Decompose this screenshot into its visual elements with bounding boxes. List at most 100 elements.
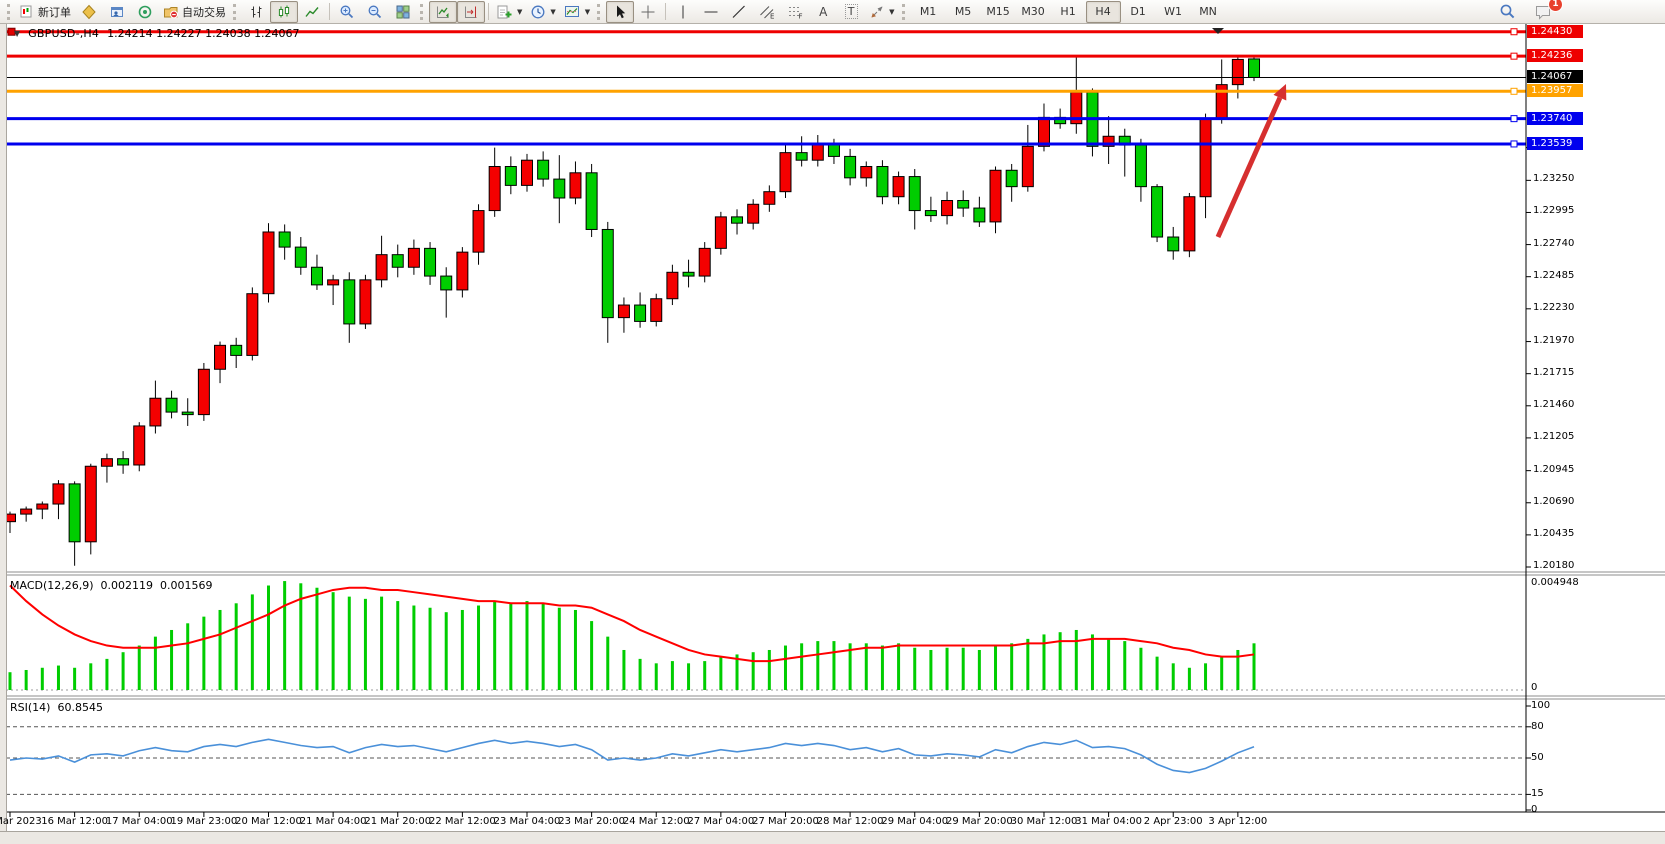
search-button[interactable] bbox=[1493, 1, 1521, 23]
macd-bar bbox=[929, 649, 933, 690]
candle-up bbox=[1231, 58, 1244, 86]
auto-scroll-icon bbox=[435, 4, 451, 20]
timeframe-m1-button[interactable]: M1 bbox=[911, 1, 946, 23]
toolbar-grip[interactable] bbox=[7, 3, 13, 20]
market-watch-button[interactable] bbox=[75, 1, 103, 23]
macd-bar bbox=[1058, 632, 1062, 690]
candle-down bbox=[1005, 169, 1018, 188]
timeframe-mn-button[interactable]: MN bbox=[1191, 1, 1226, 23]
notifications-button[interactable]: 1 bbox=[1529, 0, 1563, 23]
line-chart-button[interactable] bbox=[298, 1, 326, 23]
macd-bar bbox=[703, 661, 707, 690]
macd-bar bbox=[266, 585, 270, 690]
toolbar-grip[interactable] bbox=[597, 3, 603, 20]
timeframe-label: M30 bbox=[1021, 5, 1045, 18]
hline-handle bbox=[1510, 52, 1518, 60]
timeframe-d1-button[interactable]: D1 bbox=[1121, 1, 1156, 23]
zoom-in-icon bbox=[339, 4, 355, 20]
toolbar-grip[interactable] bbox=[420, 3, 426, 20]
cursor-button[interactable] bbox=[606, 0, 635, 23]
auto-trading-button[interactable]: 自动交易 bbox=[159, 1, 230, 23]
vertical-line-tool-button[interactable] bbox=[669, 1, 697, 23]
macd-bar bbox=[1074, 629, 1078, 690]
timeframe-m30-button[interactable]: M30 bbox=[1016, 1, 1051, 23]
macd-bar bbox=[735, 654, 739, 690]
macd-bar bbox=[105, 658, 109, 690]
text-tool-button[interactable]: A bbox=[809, 1, 837, 23]
new-order-button[interactable]: 新订单 bbox=[16, 1, 75, 23]
time-axis-label: 20 Mar 12:00 bbox=[235, 816, 302, 827]
price-tick-label: 1.21460 bbox=[1533, 398, 1575, 410]
macd-bar bbox=[299, 583, 303, 690]
macd-bar bbox=[153, 636, 157, 690]
candle-up bbox=[617, 304, 630, 319]
candle-up bbox=[149, 397, 162, 427]
candle-down bbox=[391, 254, 404, 268]
candlestick-chart-button[interactable] bbox=[270, 0, 298, 23]
macd-bar bbox=[767, 649, 771, 690]
navigator-icon bbox=[137, 4, 153, 20]
toolbar-grip[interactable] bbox=[233, 3, 239, 20]
macd-bar bbox=[832, 641, 836, 690]
horizontal-line-tool-button[interactable] bbox=[697, 1, 725, 23]
timeframe-m5-button[interactable]: M5 bbox=[946, 1, 981, 23]
zoom-in-button[interactable] bbox=[333, 1, 361, 23]
price-tick-label: 1.20180 bbox=[1533, 560, 1575, 571]
timeframe-w1-button[interactable]: W1 bbox=[1156, 1, 1191, 23]
chart-shift-button[interactable] bbox=[457, 0, 485, 23]
auto-trading-icon bbox=[163, 4, 179, 20]
candle-down bbox=[827, 143, 840, 157]
period-button[interactable]: ▼ bbox=[526, 1, 559, 23]
equidistant-channel-tool-button[interactable]: E bbox=[753, 1, 781, 23]
candle-up bbox=[84, 465, 97, 543]
crosshair-icon bbox=[640, 4, 656, 20]
toolbar-grip[interactable] bbox=[901, 3, 908, 20]
macd-bar bbox=[186, 623, 190, 690]
toolbar-right-cluster: 1 bbox=[1493, 0, 1661, 23]
macd-bar bbox=[1123, 641, 1127, 690]
rsi-line bbox=[9, 738, 1255, 774]
channel-icon: E bbox=[759, 4, 776, 20]
toolbar: 新订单 自动交易 bbox=[0, 0, 1665, 24]
data-window-button[interactable] bbox=[103, 1, 131, 23]
trendline-tool-button[interactable] bbox=[725, 1, 753, 23]
trendline-icon bbox=[731, 4, 747, 20]
time-axis-label: 23 Mar 20:00 bbox=[558, 816, 625, 827]
candle-down bbox=[634, 304, 647, 322]
template-button[interactable]: ▼ bbox=[560, 1, 594, 23]
macd-bar bbox=[40, 667, 44, 690]
text-label-tool-button[interactable]: T bbox=[837, 1, 865, 23]
tile-windows-button[interactable] bbox=[389, 1, 417, 23]
candle-up bbox=[197, 368, 210, 416]
timeframe-label: M1 bbox=[919, 5, 937, 18]
candle-up bbox=[763, 191, 776, 205]
candle-up bbox=[246, 293, 259, 356]
chart-title-dropdown-icon[interactable]: ▼ bbox=[14, 29, 21, 38]
macd-bar bbox=[913, 647, 917, 690]
arrows-tool-button[interactable]: ▼ bbox=[865, 1, 898, 23]
candle-up bbox=[214, 344, 227, 370]
timeframe-h4-button[interactable]: H4 bbox=[1085, 0, 1121, 23]
navigator-button[interactable] bbox=[131, 1, 159, 23]
price-tick-label: 1.20435 bbox=[1533, 527, 1575, 539]
crosshair-button[interactable] bbox=[634, 1, 662, 23]
auto-scroll-button[interactable] bbox=[429, 0, 457, 23]
new-order-icon bbox=[20, 4, 35, 19]
candle-down bbox=[230, 344, 243, 356]
macd-axis-min: 0 bbox=[1531, 682, 1538, 693]
price-tick-label: 1.22740 bbox=[1533, 237, 1575, 249]
fibonacci-tool-button[interactable]: F bbox=[781, 1, 809, 23]
macd-label-row: MACD(12,26,9) 0.002119 0.001569 bbox=[10, 579, 213, 592]
add-indicator-button[interactable]: ▼ bbox=[492, 1, 526, 23]
timeframe-h1-button[interactable]: H1 bbox=[1051, 1, 1086, 23]
macd-bar bbox=[509, 603, 513, 690]
ohlc-bars-button[interactable] bbox=[242, 1, 270, 23]
time-axis-label: 19 Mar 23:00 bbox=[170, 816, 238, 827]
trend-arrow-head bbox=[1273, 84, 1287, 101]
candle-up bbox=[989, 169, 1002, 223]
chart-canvas[interactable] bbox=[0, 24, 1665, 844]
zoom-out-button[interactable] bbox=[361, 1, 389, 23]
toolbar-separator bbox=[329, 3, 330, 20]
timeframe-m15-button[interactable]: M15 bbox=[981, 1, 1016, 23]
price-line-label: 1.24067 bbox=[1527, 70, 1583, 84]
